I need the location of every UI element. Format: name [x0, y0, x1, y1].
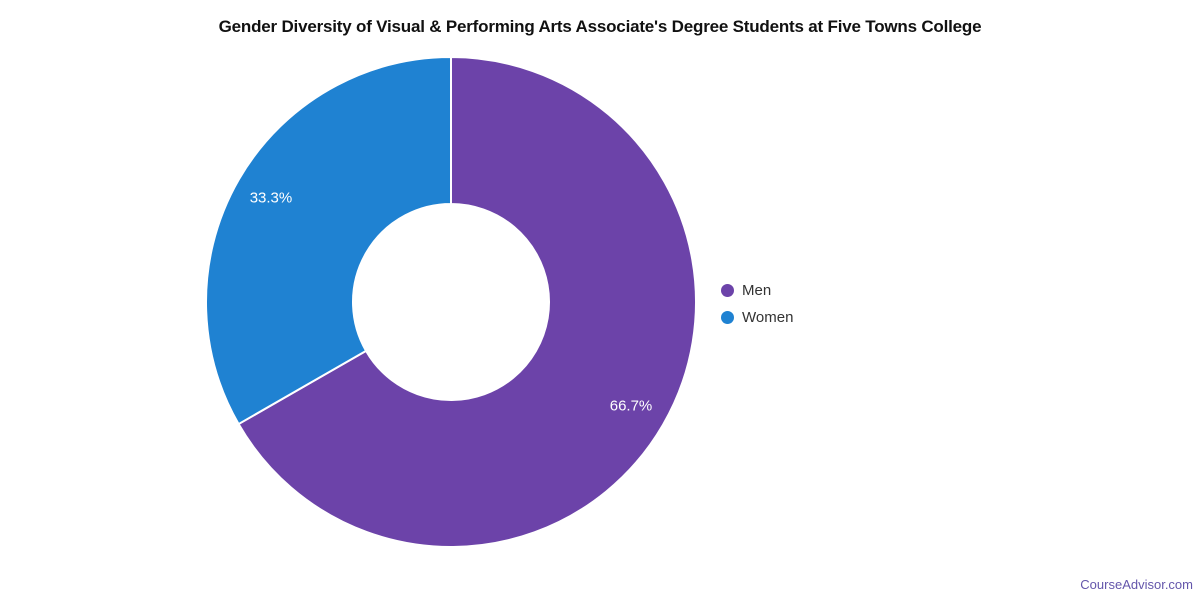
pie-slice-men[interactable]	[237, 56, 697, 548]
pie-slice-women[interactable]	[205, 56, 452, 426]
chart-title: Gender Diversity of Visual & Performing …	[218, 17, 982, 36]
legend-item-men[interactable]: Men	[721, 277, 793, 304]
legend: Men Women	[721, 277, 793, 331]
legend-item-women[interactable]: Women	[721, 304, 793, 331]
legend-label-men: Men	[742, 282, 772, 299]
legend-marker-men	[721, 284, 734, 297]
legend-label-women: Women	[742, 309, 794, 326]
legend-marker-women	[721, 311, 734, 324]
watermark-link[interactable]: CourseAdvisor.com	[1080, 577, 1193, 592]
slice-value-label-men: 66.7%	[609, 397, 653, 415]
slice-value-label-women: 33.3%	[249, 189, 293, 207]
